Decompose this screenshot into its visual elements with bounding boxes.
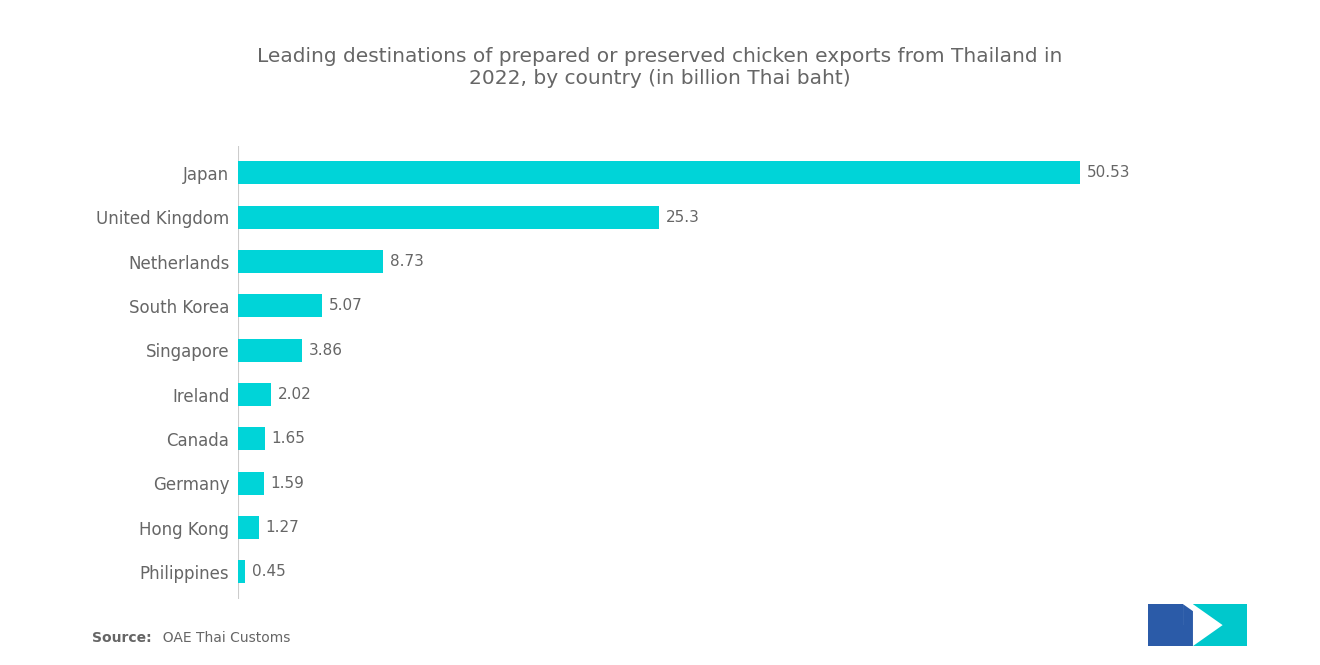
Text: 8.73: 8.73	[389, 254, 424, 269]
Text: 2.02: 2.02	[279, 387, 312, 402]
Text: Source:: Source:	[92, 631, 152, 645]
Polygon shape	[1148, 604, 1203, 646]
Bar	[238, 383, 272, 406]
Text: Leading destinations of prepared or preserved chicken exports from Thailand in
2: Leading destinations of prepared or pres…	[257, 47, 1063, 88]
Text: 1.27: 1.27	[265, 520, 300, 535]
Bar	[238, 295, 322, 317]
Polygon shape	[1193, 604, 1247, 646]
Text: OAE Thai Customs: OAE Thai Customs	[154, 631, 290, 645]
Bar	[238, 250, 383, 273]
Text: 50.53: 50.53	[1086, 166, 1130, 180]
Bar	[238, 428, 265, 450]
Text: 0.45: 0.45	[252, 565, 285, 579]
Polygon shape	[1183, 604, 1213, 646]
Bar	[238, 516, 259, 539]
Bar	[238, 162, 1080, 184]
Text: 1.65: 1.65	[272, 432, 306, 446]
Text: 5.07: 5.07	[329, 299, 363, 313]
Text: 1.59: 1.59	[271, 475, 305, 491]
Polygon shape	[1193, 604, 1222, 646]
Text: 25.3: 25.3	[667, 209, 700, 225]
Bar	[238, 205, 660, 229]
Bar	[238, 338, 302, 362]
Bar	[238, 471, 264, 495]
Bar	[238, 561, 246, 583]
Text: 3.86: 3.86	[309, 342, 343, 358]
